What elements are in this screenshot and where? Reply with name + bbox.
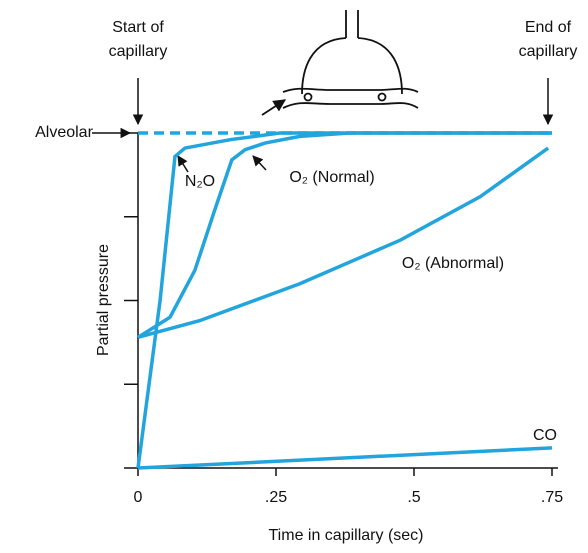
capillary-icon [261,10,419,116]
series-label: N₂O [185,173,215,190]
annotation: Start of [112,19,164,36]
x-tick-label: .75 [541,489,563,506]
line [137,131,552,339]
annotation: capillary [519,43,578,60]
line [137,446,553,470]
annotation: End of [525,19,572,36]
x-tick-label: .5 [407,489,420,506]
series-label: Alveolar [35,124,93,141]
line [136,131,552,469]
series-label: O₂ (Abnormal) [402,255,504,272]
series-label: CO [533,427,557,444]
arrows [92,78,554,173]
y-axis-label: Partial pressure [95,244,112,356]
x-tick-label: 0 [134,489,143,506]
line [137,146,550,340]
x-axis-label: Time in capillary (sec) [269,527,424,544]
x-tick-label: .25 [265,489,287,506]
series-label: O₂ (Normal) [289,169,374,186]
annotation: capillary [109,43,168,60]
